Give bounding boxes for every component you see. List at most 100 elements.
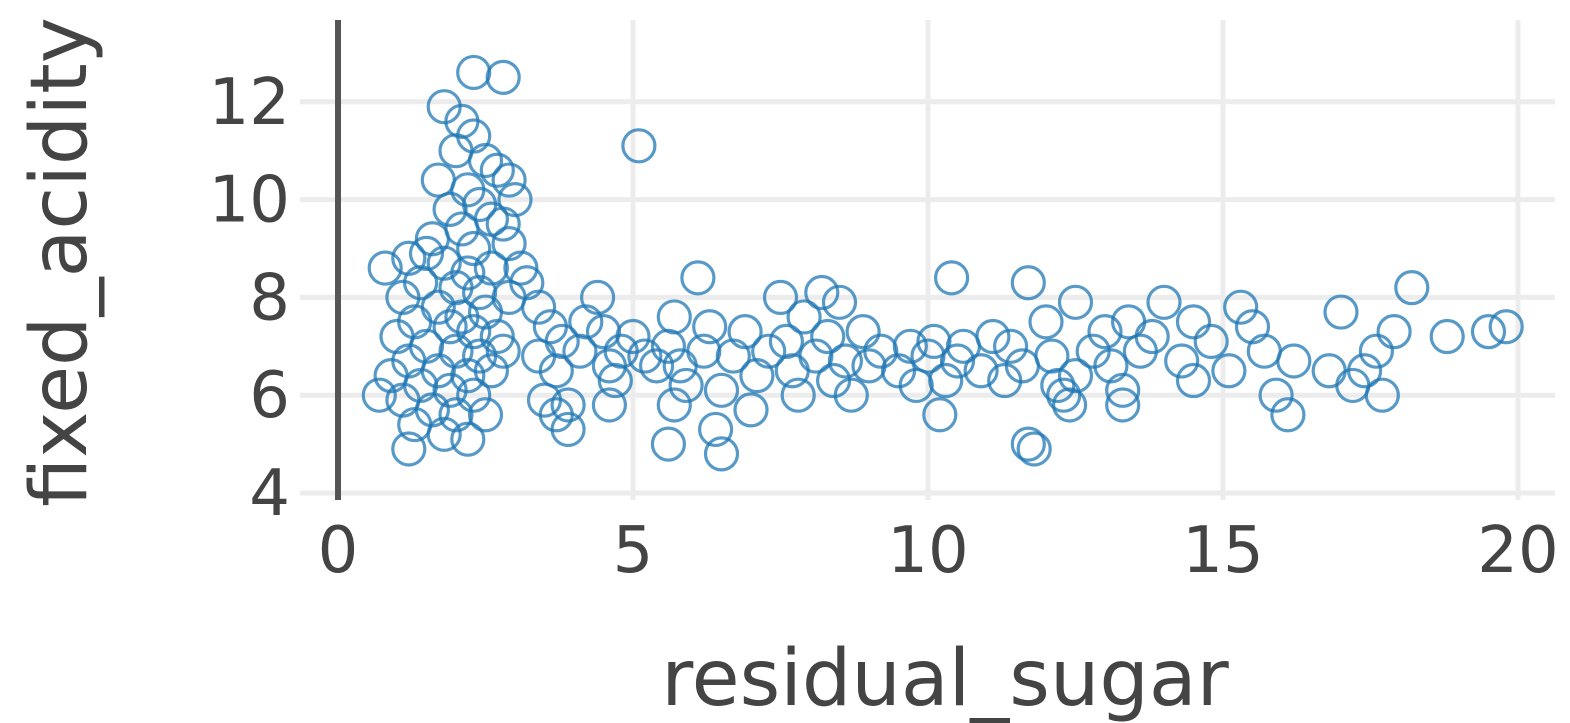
data-point	[910, 338, 946, 374]
data-point	[485, 206, 521, 242]
data-point	[1376, 314, 1412, 350]
data-point	[1270, 397, 1306, 433]
data-point	[562, 333, 598, 369]
data-point	[456, 230, 492, 267]
data-point	[391, 431, 427, 467]
x-tick-label: 15	[1182, 514, 1263, 588]
data-point	[739, 358, 775, 394]
data-point	[703, 436, 740, 472]
data-point	[975, 318, 1011, 355]
data-point	[568, 304, 604, 340]
data-point	[780, 377, 816, 413]
data-point	[933, 260, 970, 296]
data-point	[367, 250, 403, 286]
data-point	[963, 353, 999, 389]
data-point	[1276, 343, 1312, 379]
data-point	[1323, 294, 1359, 330]
data-point	[432, 309, 468, 345]
data-point	[892, 328, 928, 364]
data-point	[1488, 309, 1524, 345]
data-point	[992, 328, 1029, 364]
data-point	[538, 353, 574, 389]
data-point	[1193, 323, 1229, 360]
data-point	[503, 250, 539, 286]
data-point	[898, 367, 934, 404]
data-point	[928, 362, 964, 399]
data-point	[638, 348, 675, 384]
data-point	[420, 162, 456, 198]
data-point	[432, 372, 468, 408]
data-point	[550, 387, 586, 423]
data-point	[733, 392, 769, 428]
data-point	[680, 260, 716, 296]
data-point	[1146, 284, 1182, 320]
data-point	[1040, 367, 1076, 404]
data-point	[916, 323, 952, 360]
data-point	[786, 299, 822, 335]
data-point	[615, 318, 651, 355]
data-point	[1470, 314, 1507, 350]
data-point	[656, 387, 692, 423]
data-point	[1175, 362, 1212, 399]
data-point	[1164, 343, 1200, 379]
data-point	[485, 59, 521, 95]
x-tick-label: 5	[613, 514, 654, 588]
data-point	[1010, 426, 1046, 462]
data-point	[462, 274, 498, 311]
data-point	[1429, 318, 1465, 355]
data-point	[1346, 353, 1383, 389]
data-point	[1028, 304, 1064, 340]
data-point	[456, 314, 492, 350]
y-tick-labels: 4 6 8 10 12	[209, 66, 290, 531]
data-point	[939, 343, 976, 379]
data-point	[751, 333, 787, 369]
data-point	[821, 284, 858, 320]
data-point	[1134, 318, 1170, 355]
data-point	[810, 318, 846, 355]
data-point	[485, 333, 521, 369]
data-point	[473, 353, 509, 389]
data-point	[804, 274, 840, 311]
data-point	[1246, 333, 1282, 369]
data-point	[550, 411, 586, 448]
data-point	[597, 362, 633, 399]
data-point	[922, 397, 958, 433]
data-point	[520, 289, 557, 325]
x-tick-labels: 0 5 10 15 20	[318, 514, 1559, 588]
gridlines	[300, 20, 1555, 500]
data-point	[1057, 284, 1094, 320]
x-tick-label: 10	[887, 514, 968, 588]
data-point	[621, 128, 657, 164]
data-point	[1358, 333, 1395, 369]
data-point	[692, 309, 728, 345]
data-point	[450, 421, 486, 457]
data-point	[491, 162, 527, 198]
data-point	[668, 367, 704, 404]
data-point	[798, 338, 834, 374]
y-tick-label: 4	[249, 457, 290, 531]
data-point	[703, 372, 740, 408]
y-tick-label: 10	[209, 164, 290, 238]
data-point	[1364, 377, 1400, 413]
data-point	[686, 333, 722, 369]
data-point	[1211, 353, 1247, 389]
data-point	[467, 397, 504, 433]
data-point	[1394, 270, 1430, 306]
data-point	[1223, 289, 1259, 325]
data-point	[1175, 304, 1212, 340]
x-tick-label: 20	[1477, 514, 1558, 588]
y-tick-label: 12	[209, 66, 290, 140]
data-point	[1016, 431, 1052, 467]
data-point	[1046, 377, 1082, 413]
data-point	[1105, 372, 1141, 408]
data-point	[827, 343, 864, 379]
y-axis-title: fixed_acidity	[15, 17, 105, 507]
data-point	[361, 377, 397, 413]
data-point	[432, 191, 468, 227]
data-point	[579, 279, 616, 315]
data-point	[1311, 353, 1347, 389]
data-point	[656, 299, 692, 335]
data-point	[467, 142, 504, 179]
data-point	[1057, 358, 1094, 394]
